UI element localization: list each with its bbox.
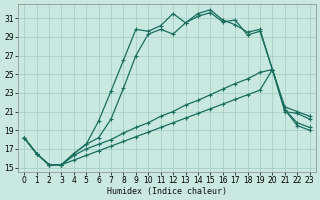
- X-axis label: Humidex (Indice chaleur): Humidex (Indice chaleur): [107, 187, 227, 196]
